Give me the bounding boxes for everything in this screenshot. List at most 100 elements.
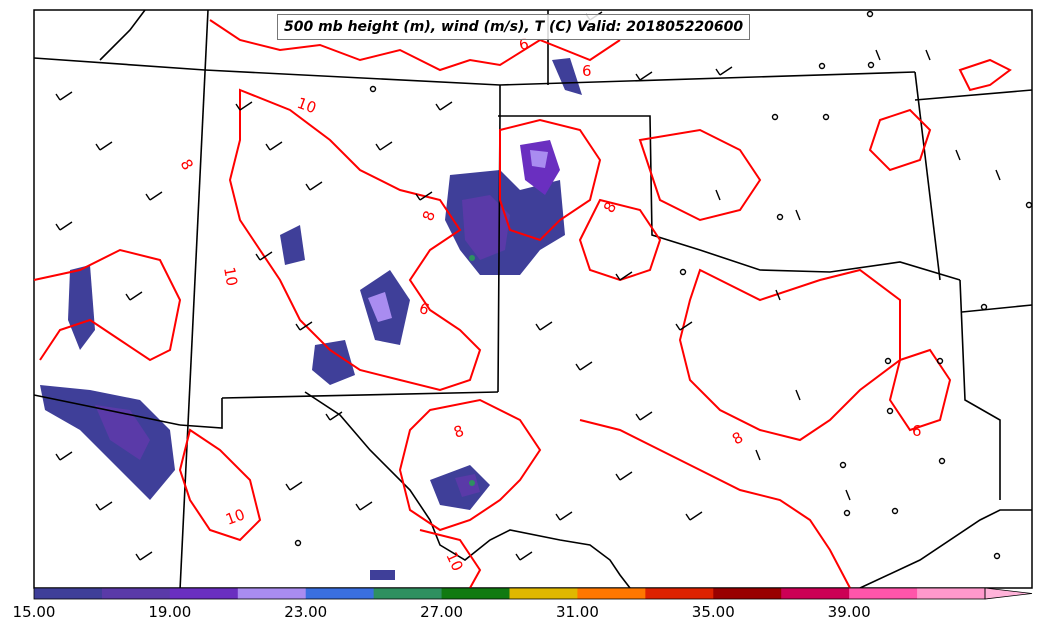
wind-barb [55, 221, 73, 231]
colorbar-segment [645, 588, 714, 599]
calm-marker [822, 113, 830, 121]
temperature-contours [33, 19, 1012, 589]
colorbar-segment [34, 588, 103, 599]
border-ut-az [33, 57, 206, 71]
shade-az-south-core [95, 405, 150, 460]
wind-barb [145, 191, 163, 201]
calm-marker [993, 552, 1001, 560]
border-ar-la [914, 89, 1033, 101]
wind-barb [575, 361, 593, 371]
wind-barb [635, 411, 653, 421]
contour-nm-east-loop [499, 118, 602, 242]
border-ok-ar [914, 71, 941, 281]
state-borders [33, 9, 1033, 591]
wind-barb [415, 191, 433, 201]
colorbar-segment [101, 588, 171, 599]
colorbar-segment [917, 588, 986, 599]
wind-barb [755, 449, 761, 461]
contour-ok-ring [868, 108, 932, 172]
colorbar-tick-label: 23.00 [284, 603, 328, 621]
wind-barb [265, 141, 283, 151]
calm-marker [776, 213, 784, 221]
contour-tx-south [398, 398, 542, 532]
colorbar-segment [849, 588, 918, 599]
calm-marker [884, 357, 892, 365]
colorbar-segment [509, 588, 578, 599]
wind-barb [615, 471, 633, 481]
colorbar-tick-label: 39.00 [827, 603, 871, 621]
wind-barb [285, 481, 303, 491]
colorbar-segment [305, 588, 375, 599]
calm-marker [891, 507, 899, 515]
border-az-nm [179, 9, 209, 591]
contour-label: 10 [295, 94, 319, 117]
contour-ar-8 [958, 58, 1012, 92]
wind-shading [40, 58, 582, 580]
wind-barb [875, 49, 881, 61]
border-rio-grande [304, 391, 631, 589]
border-tx-la [959, 279, 1001, 500]
colorbar-segment [373, 588, 443, 599]
map-title: 500 mb height (m), wind (m/s), T (C) Val… [277, 14, 751, 40]
shade-az-west [68, 265, 95, 350]
calm-marker [980, 303, 988, 311]
shade-nm-east-light [530, 150, 548, 168]
contour-tx-6 [888, 348, 952, 432]
wind-barb [435, 101, 453, 111]
calm-marker [1025, 201, 1033, 209]
wind-barb [95, 501, 113, 511]
wind-barb [715, 66, 733, 76]
colorbar-segment [237, 588, 307, 599]
colorbar-extend-arrow [984, 587, 1033, 600]
wind-barb [845, 489, 851, 501]
colorbar-segment [781, 588, 850, 599]
calm-marker [369, 85, 377, 93]
wind-barb [135, 551, 153, 561]
shade-tx-green-dot [469, 480, 475, 486]
border-nm-south [221, 391, 499, 399]
calm-marker [936, 357, 944, 365]
calm-wind-markers [294, 10, 1033, 560]
wind-barb [255, 251, 273, 261]
wind-barb [55, 91, 73, 101]
wind-barb [955, 149, 961, 161]
colorbar-segment [713, 588, 782, 599]
wind-barb [515, 551, 533, 561]
border-panhandle [498, 115, 961, 281]
map-frame [33, 9, 1033, 589]
colorbar-tick-label: 31.00 [555, 603, 599, 621]
wind-barb [235, 101, 253, 111]
wind-barb [675, 321, 693, 331]
border-az-mx [33, 394, 181, 426]
border-nm-bootheel [179, 398, 223, 429]
border-nevada-corner [99, 9, 146, 61]
wind-barb [775, 289, 781, 301]
contour-ok-8 [638, 128, 762, 222]
wind-barb [685, 511, 703, 521]
shade-co-south [552, 58, 582, 95]
colorbar-tick-label: 15.00 [12, 603, 56, 621]
wind-barb [795, 389, 801, 401]
shade-nm-green-dot [469, 255, 475, 261]
colorbar-frame [33, 587, 986, 600]
border-gulf-coast [859, 509, 1032, 589]
contour-tx-se [579, 419, 851, 589]
contour-10-west [33, 248, 182, 362]
border-co-nm [204, 69, 501, 86]
wind-barb [325, 411, 343, 421]
colorbar-tick-label: 35.00 [691, 603, 735, 621]
colorbar [33, 587, 1033, 600]
calm-marker [866, 10, 874, 18]
wind-barb [355, 501, 373, 511]
colorbar-tick-label: 19.00 [148, 603, 192, 621]
shade-nm-west [280, 225, 305, 265]
calm-marker [839, 461, 847, 469]
wind-barb [715, 189, 721, 201]
wind-barb [295, 321, 313, 331]
shade-nm-east-inner [462, 195, 510, 260]
wind-barb [375, 141, 393, 151]
contour-tx-10 [419, 529, 482, 589]
shade-nm-south [312, 340, 355, 385]
calm-marker [294, 539, 302, 547]
contour-tx-8 [678, 268, 901, 442]
